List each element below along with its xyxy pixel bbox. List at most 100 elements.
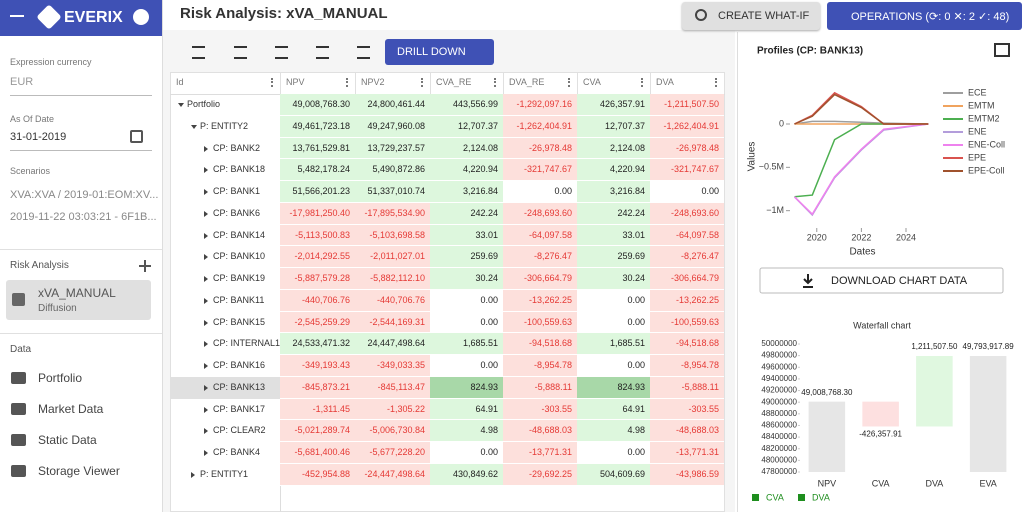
cell[interactable]: 49,008,768.30	[280, 94, 355, 116]
column-menu[interactable]	[568, 78, 570, 87]
tree-toggle[interactable]	[204, 297, 208, 304]
column-menu[interactable]	[641, 78, 643, 87]
cell[interactable]: -306,664.79	[503, 268, 577, 290]
cell[interactable]: -1,305.22	[355, 398, 430, 421]
legend-label[interactable]: CVA	[766, 492, 784, 502]
cell[interactable]: 49,461,723.18	[280, 115, 355, 138]
cell[interactable]: -64,097.58	[503, 224, 577, 247]
cell[interactable]: -303.55	[650, 398, 724, 421]
cell[interactable]: -13,771.31	[650, 442, 724, 464]
cell[interactable]: -8,954.78	[650, 355, 724, 377]
column-header[interactable]: NPV2	[361, 77, 385, 87]
cell[interactable]: 24,800,461.44	[355, 94, 430, 116]
cell[interactable]: -2,011,027.01	[355, 246, 430, 268]
column-header[interactable]: NPV	[286, 77, 305, 87]
cell[interactable]: -5,006,730.84	[355, 420, 430, 442]
cell[interactable]: -452,954.88	[280, 463, 355, 486]
cell[interactable]: 12,707.37	[430, 115, 503, 138]
tree-toggle[interactable]	[204, 450, 208, 456]
nav-item[interactable]: Storage Viewer	[38, 464, 120, 478]
drill-button[interactable]: DRILL DOWN	[385, 39, 494, 65]
cell[interactable]: 24,447,498.64	[355, 333, 430, 355]
row-id[interactable]: CP: BANK1	[213, 186, 261, 196]
cell[interactable]: 4.98	[430, 420, 503, 442]
column-header[interactable]: DVA_RE	[509, 77, 545, 87]
row-id[interactable]: CP: CLEAR2	[213, 425, 266, 436]
cell[interactable]: -845,113.47	[355, 376, 430, 399]
cell[interactable]: -1,262,404.91	[650, 115, 724, 138]
cell[interactable]: 5,482,178.24	[280, 159, 355, 181]
cell[interactable]: 2,124.08	[577, 137, 650, 160]
cell[interactable]: -349,033.35	[355, 355, 430, 377]
cell[interactable]: 51,566,201.23	[280, 181, 355, 203]
legend-label[interactable]: EMTM2	[968, 113, 1000, 123]
tree-toggle[interactable]	[191, 471, 195, 478]
legend-label[interactable]: ENE-Coll	[968, 139, 1005, 149]
cell[interactable]: -8,276.47	[650, 246, 724, 268]
tool-icon[interactable]	[234, 46, 247, 59]
column-menu[interactable]	[494, 78, 496, 87]
cell[interactable]: -440,706.76	[280, 289, 355, 312]
cell[interactable]: -8,954.78	[503, 355, 577, 377]
cell[interactable]: -1,262,404.91	[503, 115, 577, 138]
cell[interactable]: 4,220.94	[430, 159, 503, 181]
cell[interactable]: -1,211,507.50	[650, 94, 724, 116]
cell[interactable]: 51,337,010.74	[355, 181, 430, 203]
cell[interactable]: -5,888.11	[503, 376, 577, 399]
cell[interactable]: 824.93	[577, 376, 650, 399]
legend-label[interactable]: EPE-Coll	[968, 165, 1005, 175]
cell[interactable]: 0.00	[577, 311, 650, 334]
cell[interactable]: 430,849.62	[430, 463, 503, 486]
cell[interactable]: -845,873.21	[280, 376, 355, 399]
tree-toggle[interactable]	[204, 145, 208, 152]
cell[interactable]: 0.00	[430, 311, 503, 334]
cell[interactable]: -248,693.60	[650, 202, 724, 225]
cell[interactable]: 0.00	[430, 442, 503, 464]
menu-icon[interactable]	[10, 15, 24, 17]
cell[interactable]: -13,771.31	[503, 442, 577, 464]
tree-toggle[interactable]	[204, 384, 208, 391]
cell[interactable]: -5,677,228.20	[355, 442, 430, 464]
tool-icon[interactable]	[357, 46, 370, 59]
tree-toggle[interactable]	[204, 406, 208, 413]
row-id[interactable]: CP: BANK16	[213, 360, 266, 370]
column-menu[interactable]	[346, 78, 348, 87]
scenario-item[interactable]: 2019-11-22 03:03:21 - 6F1B...	[10, 211, 157, 223]
cell[interactable]: -1,292,097.16	[503, 94, 577, 116]
cell[interactable]: 5,490,872.86	[355, 159, 430, 181]
row-id[interactable]: CP: BANK11	[213, 294, 265, 305]
cell[interactable]: -321,747.67	[503, 159, 577, 181]
cell[interactable]: 4.98	[577, 420, 650, 442]
field-value[interactable]: 31-01-2019	[10, 131, 67, 143]
tree-toggle[interactable]	[204, 363, 208, 369]
tree-toggle[interactable]	[178, 103, 184, 107]
row-id[interactable]: CP: BANK10	[213, 251, 266, 262]
cell[interactable]: 64.91	[430, 398, 503, 421]
cell[interactable]: -17,981,250.40	[280, 202, 355, 225]
cell[interactable]: -100,559.63	[503, 311, 577, 334]
legend-label[interactable]: DVA	[812, 492, 830, 502]
row-id[interactable]: CP: BANK13	[213, 381, 266, 392]
cell[interactable]: 4,220.94	[577, 159, 650, 181]
cell[interactable]: -26,978.48	[503, 137, 577, 160]
column-menu[interactable]	[421, 78, 423, 87]
expand-icon[interactable]	[994, 43, 1010, 57]
cell[interactable]: 0.00	[650, 181, 724, 203]
cell[interactable]: -2,544,169.31	[355, 311, 430, 334]
tree-toggle[interactable]	[204, 210, 208, 217]
row-id[interactable]: CP: BANK19	[213, 273, 266, 283]
cell[interactable]: -64,097.58	[650, 224, 724, 247]
column-menu[interactable]	[271, 78, 273, 87]
cell[interactable]: 0.00	[430, 355, 503, 377]
add-icon[interactable]	[144, 260, 146, 272]
cell[interactable]: 259.69	[430, 246, 503, 268]
nav-item[interactable]: Portfolio	[38, 371, 83, 385]
row-id[interactable]: CP: INTERNAL1	[213, 338, 281, 349]
cell[interactable]: 30.24	[430, 268, 503, 290]
cell[interactable]: 64.91	[577, 398, 650, 421]
column-header[interactable]: CVA	[583, 77, 601, 87]
legend-label[interactable]: ECE	[968, 87, 987, 97]
legend-label[interactable]: ENE	[968, 126, 987, 136]
cell[interactable]: 0.00	[577, 442, 650, 464]
cell[interactable]: 1,685.51	[430, 333, 503, 355]
